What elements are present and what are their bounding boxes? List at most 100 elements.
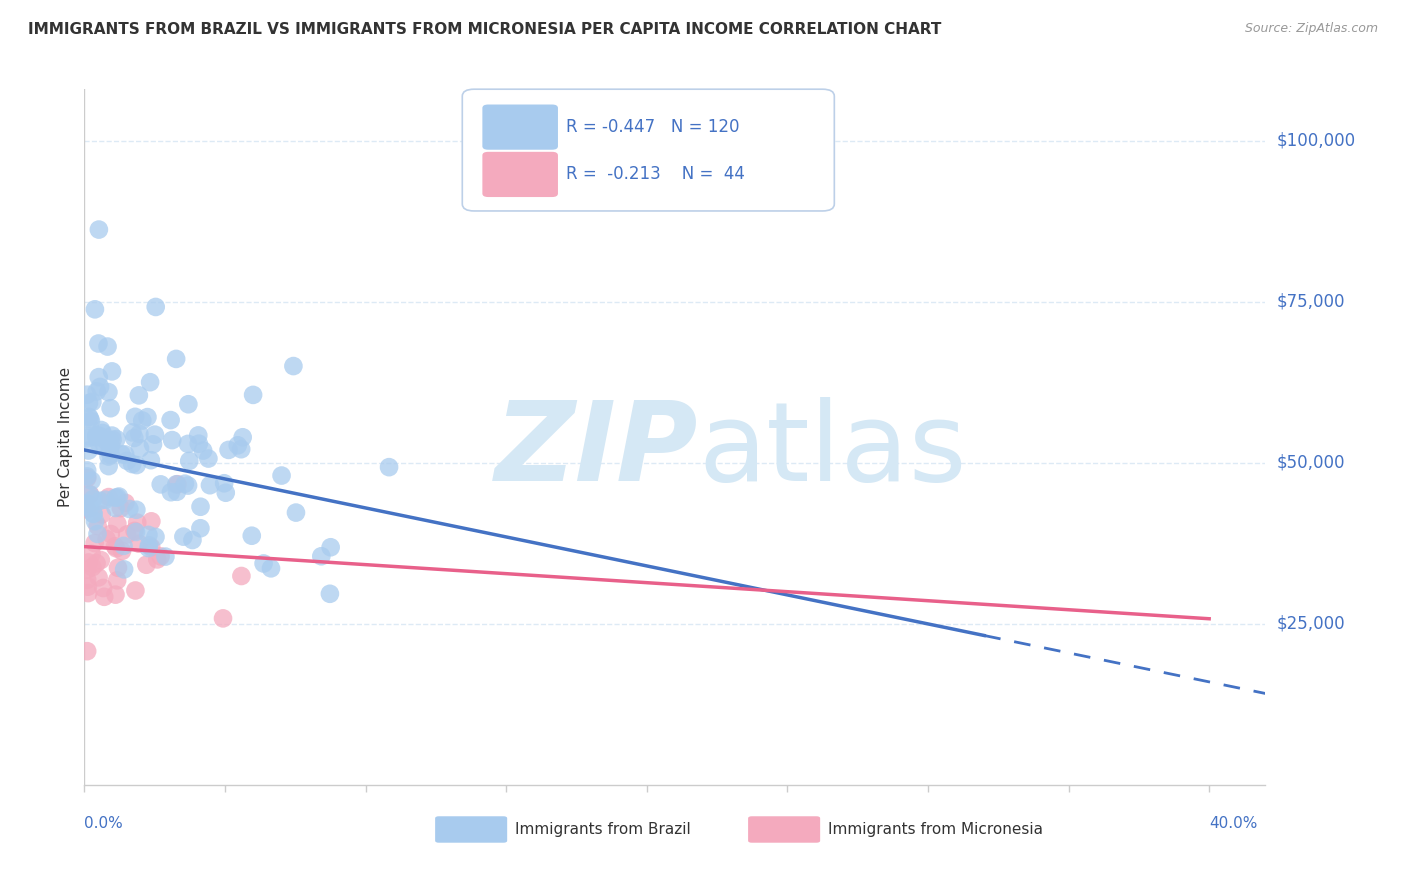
- Point: [87, 370, 110, 384]
- Point: [128, 426, 150, 441]
- Point: [100, 401, 122, 416]
- Point: [96, 434, 118, 448]
- Point: [80, 474, 103, 488]
- Point: [76, 573, 98, 587]
- Point: [218, 442, 240, 457]
- Point: [104, 500, 127, 515]
- Point: [166, 477, 188, 491]
- Point: [77, 586, 100, 600]
- Point: [112, 562, 135, 576]
- Point: [231, 569, 253, 583]
- Point: [155, 549, 177, 564]
- FancyBboxPatch shape: [482, 104, 558, 150]
- Point: [319, 587, 342, 601]
- Point: [110, 501, 132, 516]
- Point: [82, 507, 104, 521]
- Point: [215, 485, 238, 500]
- Point: [89, 493, 111, 508]
- Point: [128, 537, 150, 551]
- Point: [174, 476, 197, 491]
- Point: [145, 300, 167, 314]
- Point: [93, 590, 115, 604]
- Point: [198, 478, 221, 492]
- Point: [177, 397, 200, 411]
- Point: [79, 411, 101, 425]
- Point: [82, 395, 104, 409]
- Point: [124, 431, 146, 445]
- Point: [136, 410, 159, 425]
- Point: [105, 541, 128, 556]
- Point: [160, 433, 183, 447]
- Text: $25,000: $25,000: [1277, 615, 1346, 633]
- Point: [100, 438, 122, 452]
- Point: [143, 427, 166, 442]
- Point: [76, 563, 98, 577]
- Text: 0.0%: 0.0%: [84, 815, 124, 830]
- Point: [97, 459, 120, 474]
- Point: [127, 516, 149, 530]
- Point: [86, 527, 108, 541]
- Point: [105, 432, 128, 446]
- Point: [76, 431, 98, 445]
- Point: [86, 519, 108, 533]
- Point: [177, 478, 200, 492]
- Point: [159, 413, 181, 427]
- Point: [82, 560, 104, 574]
- Text: ZIP: ZIP: [495, 398, 699, 505]
- Text: R = -0.447   N = 120: R = -0.447 N = 120: [567, 118, 740, 136]
- Point: [84, 514, 107, 528]
- Point: [76, 429, 98, 443]
- Point: [190, 521, 212, 535]
- Point: [166, 484, 188, 499]
- Point: [232, 430, 254, 444]
- Point: [90, 423, 112, 437]
- Point: [283, 359, 305, 373]
- Point: [378, 460, 401, 475]
- Point: [129, 442, 152, 456]
- Point: [84, 428, 107, 442]
- Point: [87, 435, 110, 450]
- Point: [76, 497, 98, 511]
- Point: [128, 388, 150, 402]
- Text: $75,000: $75,000: [1277, 293, 1346, 310]
- Point: [125, 503, 148, 517]
- Point: [149, 477, 172, 491]
- Point: [125, 524, 148, 539]
- Point: [135, 558, 157, 572]
- Text: 40.0%: 40.0%: [1209, 815, 1257, 830]
- Text: R =  -0.213    N =  44: R = -0.213 N = 44: [567, 165, 745, 183]
- FancyBboxPatch shape: [434, 816, 508, 843]
- Point: [104, 588, 127, 602]
- Point: [101, 433, 124, 447]
- Point: [124, 409, 146, 424]
- Point: [101, 364, 124, 378]
- Point: [84, 430, 107, 444]
- Point: [91, 581, 114, 595]
- Point: [115, 527, 138, 541]
- Point: [118, 502, 141, 516]
- Point: [79, 500, 101, 515]
- Point: [139, 375, 162, 389]
- Point: [187, 428, 209, 442]
- Point: [111, 544, 134, 558]
- Point: [90, 553, 112, 567]
- Point: [124, 583, 146, 598]
- Point: [138, 538, 160, 552]
- Point: [77, 396, 100, 410]
- Point: [177, 437, 200, 451]
- Point: [141, 540, 163, 554]
- Point: [285, 506, 308, 520]
- Point: [89, 429, 111, 443]
- Point: [76, 387, 98, 401]
- Point: [96, 532, 118, 546]
- Point: [124, 524, 146, 538]
- Point: [96, 340, 118, 354]
- Point: [77, 556, 100, 570]
- Point: [131, 413, 153, 427]
- Point: [105, 491, 128, 505]
- Point: [82, 491, 104, 506]
- Text: IMMIGRANTS FROM BRAZIL VS IMMIGRANTS FROM MICRONESIA PER CAPITA INCOME CORRELATI: IMMIGRANTS FROM BRAZIL VS IMMIGRANTS FRO…: [28, 22, 942, 37]
- Point: [125, 458, 148, 472]
- Point: [105, 516, 128, 531]
- Point: [76, 469, 98, 483]
